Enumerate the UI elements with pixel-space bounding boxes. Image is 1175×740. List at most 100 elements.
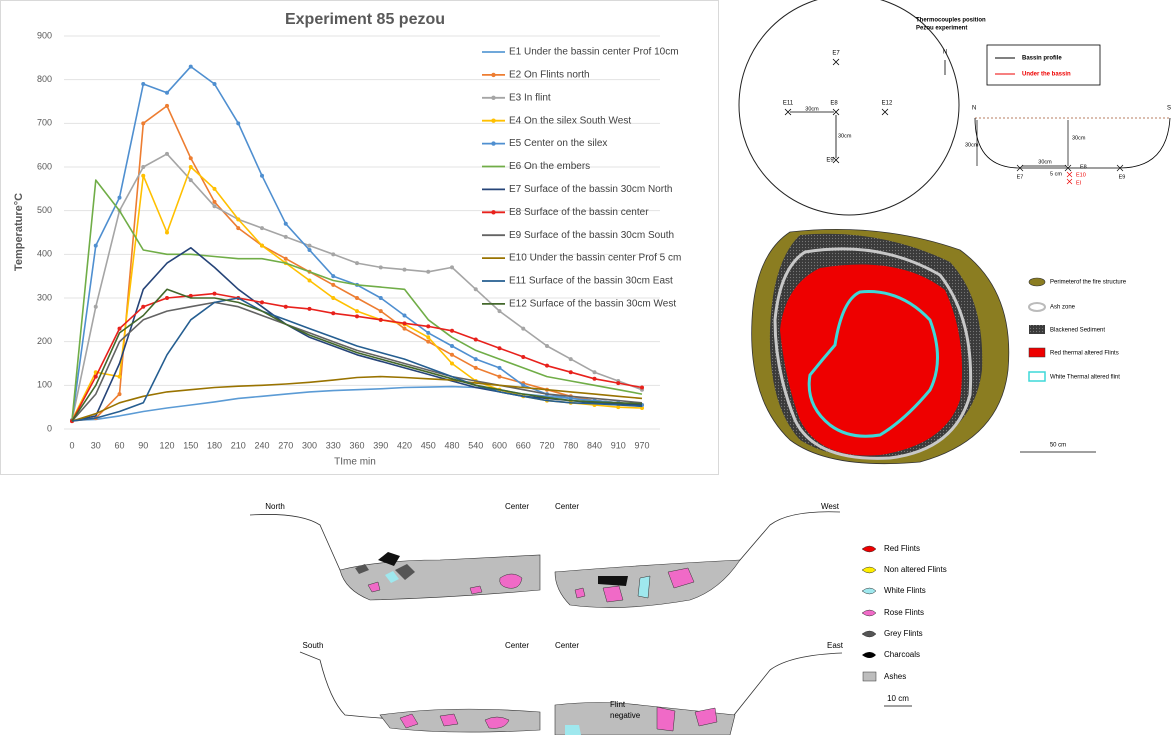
legend-swatch bbox=[1028, 302, 1046, 312]
series-marker bbox=[592, 376, 597, 381]
series-line bbox=[71, 288, 643, 422]
x-tick-label: 120 bbox=[159, 440, 174, 450]
section-label: Center bbox=[505, 502, 529, 511]
legend-label: E2 On Flints north bbox=[509, 70, 590, 81]
legend-label: E9 Surface of the bassin 30cm South bbox=[509, 230, 674, 241]
legend-swatch bbox=[1028, 371, 1046, 382]
legend-label: Rose Flints bbox=[884, 608, 924, 617]
series-marker bbox=[331, 311, 336, 316]
series-marker bbox=[545, 363, 549, 368]
distance-label: 30cm bbox=[805, 106, 819, 112]
series-marker bbox=[283, 256, 288, 261]
series-marker bbox=[473, 287, 478, 292]
legend-label: E5 Center on the silex bbox=[509, 138, 607, 149]
profile-legend bbox=[986, 44, 1101, 86]
sections: North Center Center West South Center Ce… bbox=[249, 502, 947, 736]
series-marker bbox=[497, 374, 502, 379]
legend-swatch bbox=[862, 652, 876, 658]
legend-label: E12 Surface of the bassin 30cm West bbox=[509, 299, 676, 310]
white-flint bbox=[565, 725, 581, 735]
y-tick-label: 900 bbox=[37, 30, 52, 40]
rose-flint bbox=[574, 567, 695, 603]
profile-label: N bbox=[972, 106, 976, 112]
series-marker bbox=[402, 313, 407, 318]
series-marker bbox=[141, 82, 146, 87]
series-marker bbox=[402, 326, 407, 331]
series-marker bbox=[188, 165, 193, 169]
rose-flint bbox=[399, 713, 510, 729]
section-note: negative bbox=[610, 711, 641, 720]
series-marker bbox=[616, 381, 621, 386]
series-marker bbox=[260, 226, 264, 231]
section-note: Flint bbox=[610, 700, 626, 709]
series-marker bbox=[165, 230, 169, 235]
series-marker bbox=[473, 337, 478, 342]
series-marker bbox=[426, 330, 431, 335]
x-tick-label: 210 bbox=[231, 440, 246, 450]
series-marker bbox=[521, 354, 526, 359]
series-marker bbox=[117, 326, 122, 331]
series-marker bbox=[236, 121, 241, 126]
legend-swatch bbox=[491, 141, 496, 146]
section-label: West bbox=[821, 502, 840, 511]
series-marker bbox=[378, 317, 383, 322]
x-axis-title: TIme min bbox=[334, 457, 376, 468]
legend-label: E4 On the silex South West bbox=[509, 115, 631, 126]
series-marker bbox=[165, 296, 169, 300]
legend-label: E10 Under the bassin center Prof 5 cm bbox=[509, 253, 681, 264]
series-marker bbox=[260, 173, 264, 178]
x-tick-label: 480 bbox=[444, 440, 459, 450]
x-tick-label: 540 bbox=[468, 440, 483, 450]
series-marker bbox=[165, 151, 169, 156]
legend-swatch bbox=[491, 118, 496, 123]
series-marker bbox=[450, 361, 454, 366]
legend-label: E11 Surface of the bassin 30cm East bbox=[509, 276, 673, 287]
x-tick-label: 300 bbox=[302, 440, 317, 450]
series-marker bbox=[450, 344, 454, 349]
legend-label: Non altered Flints bbox=[884, 565, 947, 574]
x-tick-label: 840 bbox=[587, 440, 602, 450]
ash-zone bbox=[773, 247, 973, 460]
y-tick-label: 700 bbox=[37, 118, 52, 128]
white-flint bbox=[637, 575, 651, 599]
legend-label: Red thermal altered Flints bbox=[1050, 351, 1119, 357]
charcoal bbox=[378, 552, 400, 566]
series-marker bbox=[307, 306, 312, 311]
white-flint bbox=[385, 571, 399, 583]
series-marker bbox=[355, 296, 359, 300]
series-marker bbox=[93, 243, 98, 248]
series-marker bbox=[545, 344, 549, 349]
legend-label: Perimeterof the fire structure bbox=[1050, 280, 1127, 286]
series-marker bbox=[521, 383, 526, 388]
x-tick-label: 0 bbox=[69, 440, 74, 450]
thermocouple-diagram: Thermocouples position Pezou experiment … bbox=[738, 0, 1171, 216]
x-tick-label: 970 bbox=[634, 440, 649, 450]
x-tick-label: 30 bbox=[91, 440, 101, 450]
series-marker bbox=[521, 326, 526, 331]
bassin-outline bbox=[738, 0, 960, 216]
series-marker bbox=[141, 121, 146, 126]
legend-swatch bbox=[861, 609, 877, 617]
series-marker bbox=[236, 217, 241, 222]
series-marker bbox=[331, 274, 336, 279]
x-tick-label: 90 bbox=[138, 440, 148, 450]
series-marker bbox=[568, 370, 573, 375]
x-tick-label: 420 bbox=[397, 440, 412, 450]
series-marker bbox=[188, 178, 193, 183]
series-marker bbox=[426, 269, 431, 274]
legend-label: White Flints bbox=[884, 586, 926, 595]
x-tick-label: 390 bbox=[373, 440, 388, 450]
series-marker bbox=[212, 204, 217, 209]
section-label: Center bbox=[505, 641, 529, 650]
rose-flint bbox=[656, 706, 718, 732]
series-marker bbox=[450, 265, 454, 270]
x-tick-label: 330 bbox=[326, 440, 341, 450]
series-marker bbox=[212, 186, 217, 191]
legend-label: Blackened Sediment bbox=[1050, 328, 1105, 334]
red-flints-zone bbox=[780, 264, 963, 456]
legend-swatch bbox=[861, 587, 877, 595]
y-tick-label: 0 bbox=[47, 423, 52, 433]
series-marker bbox=[236, 226, 241, 231]
distance-label: 30cm bbox=[838, 133, 852, 139]
